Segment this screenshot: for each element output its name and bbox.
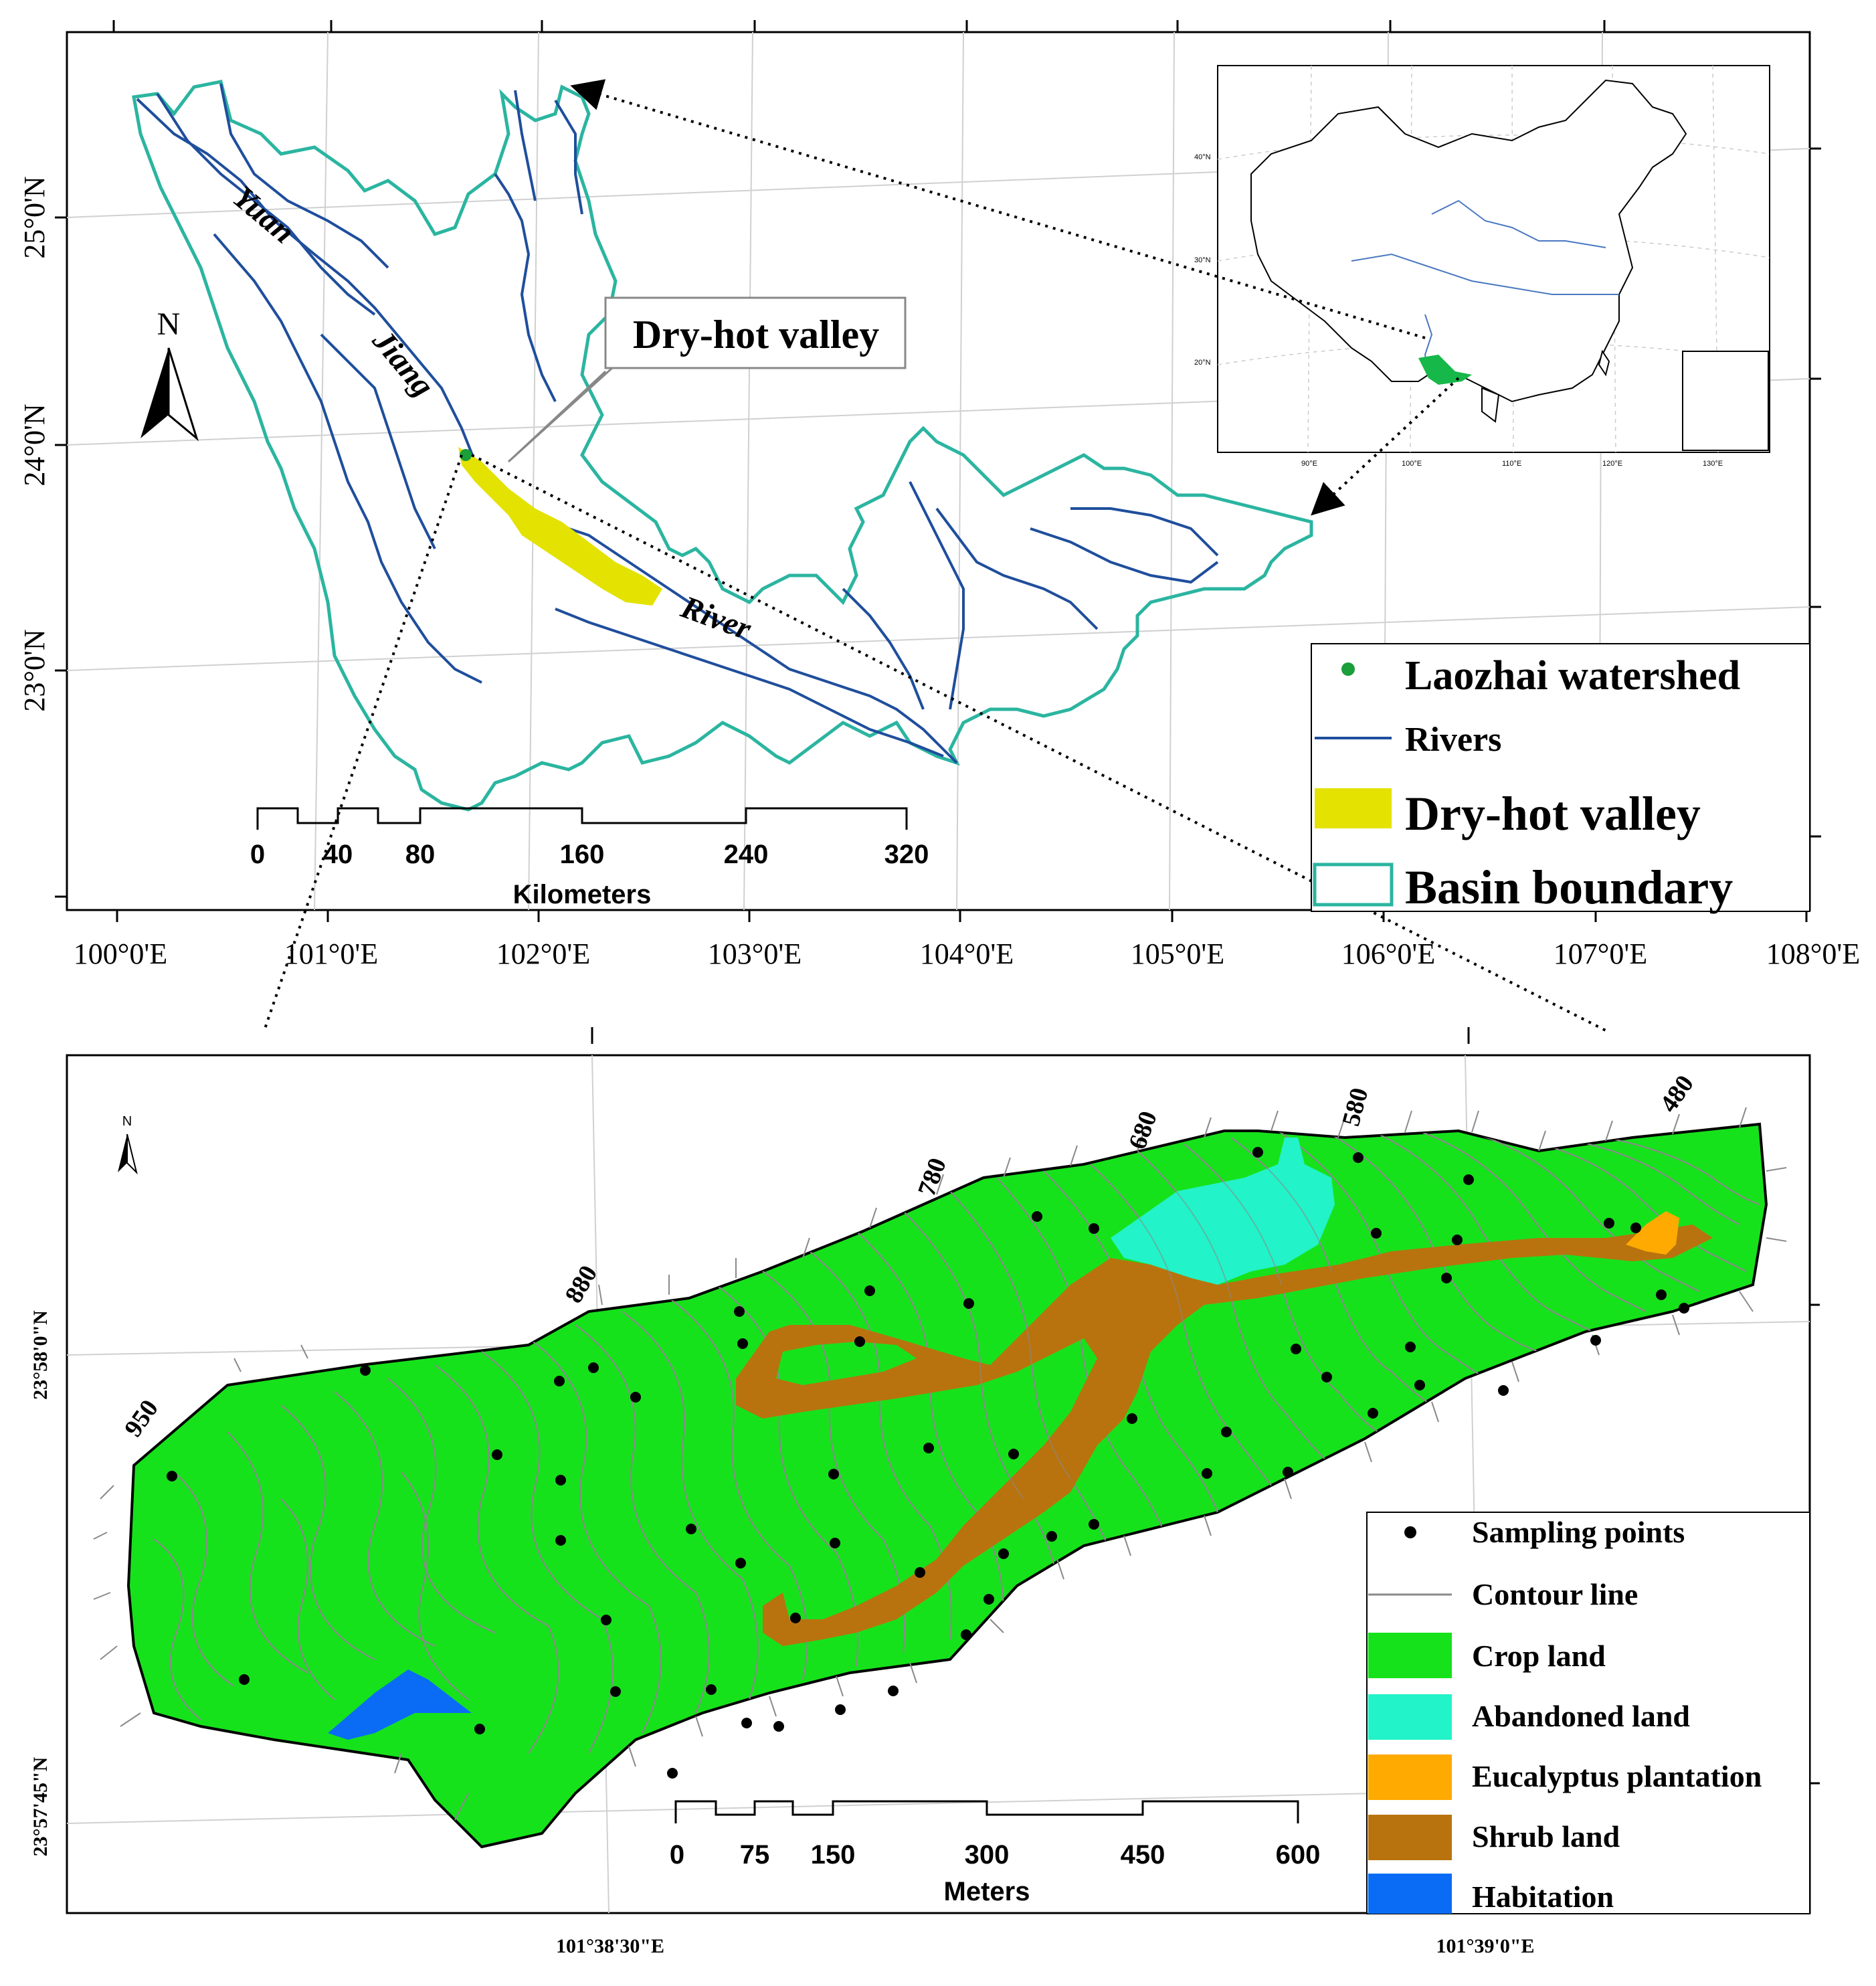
lon-label-104: 104°0'E	[920, 937, 1014, 970]
north-label-bottom: N	[122, 1114, 132, 1129]
watershed-map: 950 880 780 680 580 480	[93, 1070, 1787, 1849]
legend-crop: Crop land	[1472, 1639, 1606, 1673]
scale-tick-160: 160	[560, 840, 605, 869]
bottom-legend: Sampling points Contour line Crop land A…	[1366, 1512, 1810, 1914]
arrow-inset-to-basin-top	[570, 79, 1426, 339]
legend-dry-hot: Dry-hot valley	[1405, 787, 1701, 840]
inset-china-map: 40°N 30°N 20°N 90°E 100°E 110°E 120°E 13…	[1194, 65, 1770, 468]
zoom-line-right	[471, 454, 1606, 1032]
legend-laozhai: Laozhai watershed	[1405, 653, 1740, 699]
habitation-area	[328, 1669, 472, 1740]
lon-label-100: 100°0'E	[74, 937, 167, 970]
inset-lon-100: 100°E	[1402, 460, 1422, 468]
abandoned-land-area	[1111, 1138, 1335, 1285]
lon-label-105: 105°0'E	[1131, 937, 1224, 970]
shrub-land-area	[736, 1225, 1713, 1646]
inset-lon-110: 110°E	[1502, 460, 1521, 468]
legend-basin: Basin boundary	[1405, 861, 1733, 914]
north-label-top: N	[157, 306, 181, 342]
scale-tick-m150: 150	[811, 1840, 856, 1870]
dry-hot-valley-callout: Dry-hot valley	[507, 296, 907, 463]
legend-shrub: Shrub land	[1472, 1819, 1620, 1854]
lon-label-101: 101°0'E	[284, 937, 378, 970]
lon-label-103: 103°0'E	[708, 937, 802, 970]
north-arrow-bottom: N	[118, 1114, 138, 1175]
lat-label-25: 25°0'N	[18, 176, 51, 258]
inset-lon-130: 130°E	[1703, 460, 1723, 468]
bottom-lon-3830: 101°38'30"E	[556, 1935, 664, 1957]
scale-tick-80: 80	[405, 840, 436, 869]
legend-sampling: Sampling points	[1472, 1515, 1685, 1549]
callout-label: Dry-hot valley	[633, 312, 879, 357]
arrow-inset-to-basin-right	[1311, 377, 1460, 516]
dry-hot-valley-area	[458, 447, 662, 606]
north-arrow-top: N	[140, 306, 199, 442]
scale-tick-320: 320	[884, 840, 929, 869]
scale-tick-240: 240	[724, 840, 769, 869]
scale-bar-bottom: 0 75 150 300 450 600 Meters	[670, 1800, 1321, 1906]
sampling-points	[167, 1147, 1689, 1779]
lon-label-107: 107°0'E	[1554, 937, 1647, 970]
bottom-lon-390: 101°39'0"E	[1436, 1935, 1535, 1957]
scale-unit-km: Kilometers	[513, 880, 652, 909]
scale-tick-m300: 300	[965, 1840, 1010, 1870]
eucalyptus-area	[1626, 1211, 1679, 1255]
zoom-line-left	[263, 454, 463, 1031]
scale-tick-m600: 600	[1276, 1840, 1321, 1870]
lon-label-102: 102°0'E	[496, 937, 590, 970]
inset-lon-120: 120°E	[1602, 460, 1622, 468]
inset-lat-30: 30°N	[1194, 256, 1211, 264]
scale-unit-m: Meters	[944, 1877, 1030, 1906]
top-legend: Laozhai watershed Rivers Dry-hot valley …	[1311, 643, 1810, 914]
laozhai-watershed-point	[460, 449, 472, 461]
scale-tick-0: 0	[250, 840, 265, 869]
legend-contour: Contour line	[1472, 1577, 1638, 1611]
bottom-lat-5745: 23°57'45"N	[29, 1756, 52, 1856]
inset-lat-20: 20°N	[1194, 359, 1211, 367]
lat-label-24: 24°0'N	[18, 403, 51, 486]
inset-lon-90: 90°E	[1301, 460, 1317, 468]
scale-tick-m0: 0	[670, 1840, 684, 1870]
legend-rivers: Rivers	[1405, 721, 1501, 759]
scale-tick-m75: 75	[740, 1840, 770, 1870]
legend-habitation: Habitation	[1472, 1880, 1614, 1914]
inset-lat-40: 40°N	[1194, 153, 1211, 161]
lat-label-23: 23°0'N	[18, 629, 51, 711]
lon-label-106: 106°0'E	[1341, 937, 1435, 970]
legend-abandoned: Abandoned land	[1472, 1699, 1690, 1733]
scale-tick-m450: 450	[1121, 1840, 1165, 1870]
bottom-lat-58: 23°58'0"N	[29, 1310, 52, 1400]
legend-eucalyptus: Eucalyptus plantation	[1472, 1759, 1762, 1793]
lon-label-108: 108°0'E	[1766, 937, 1860, 970]
